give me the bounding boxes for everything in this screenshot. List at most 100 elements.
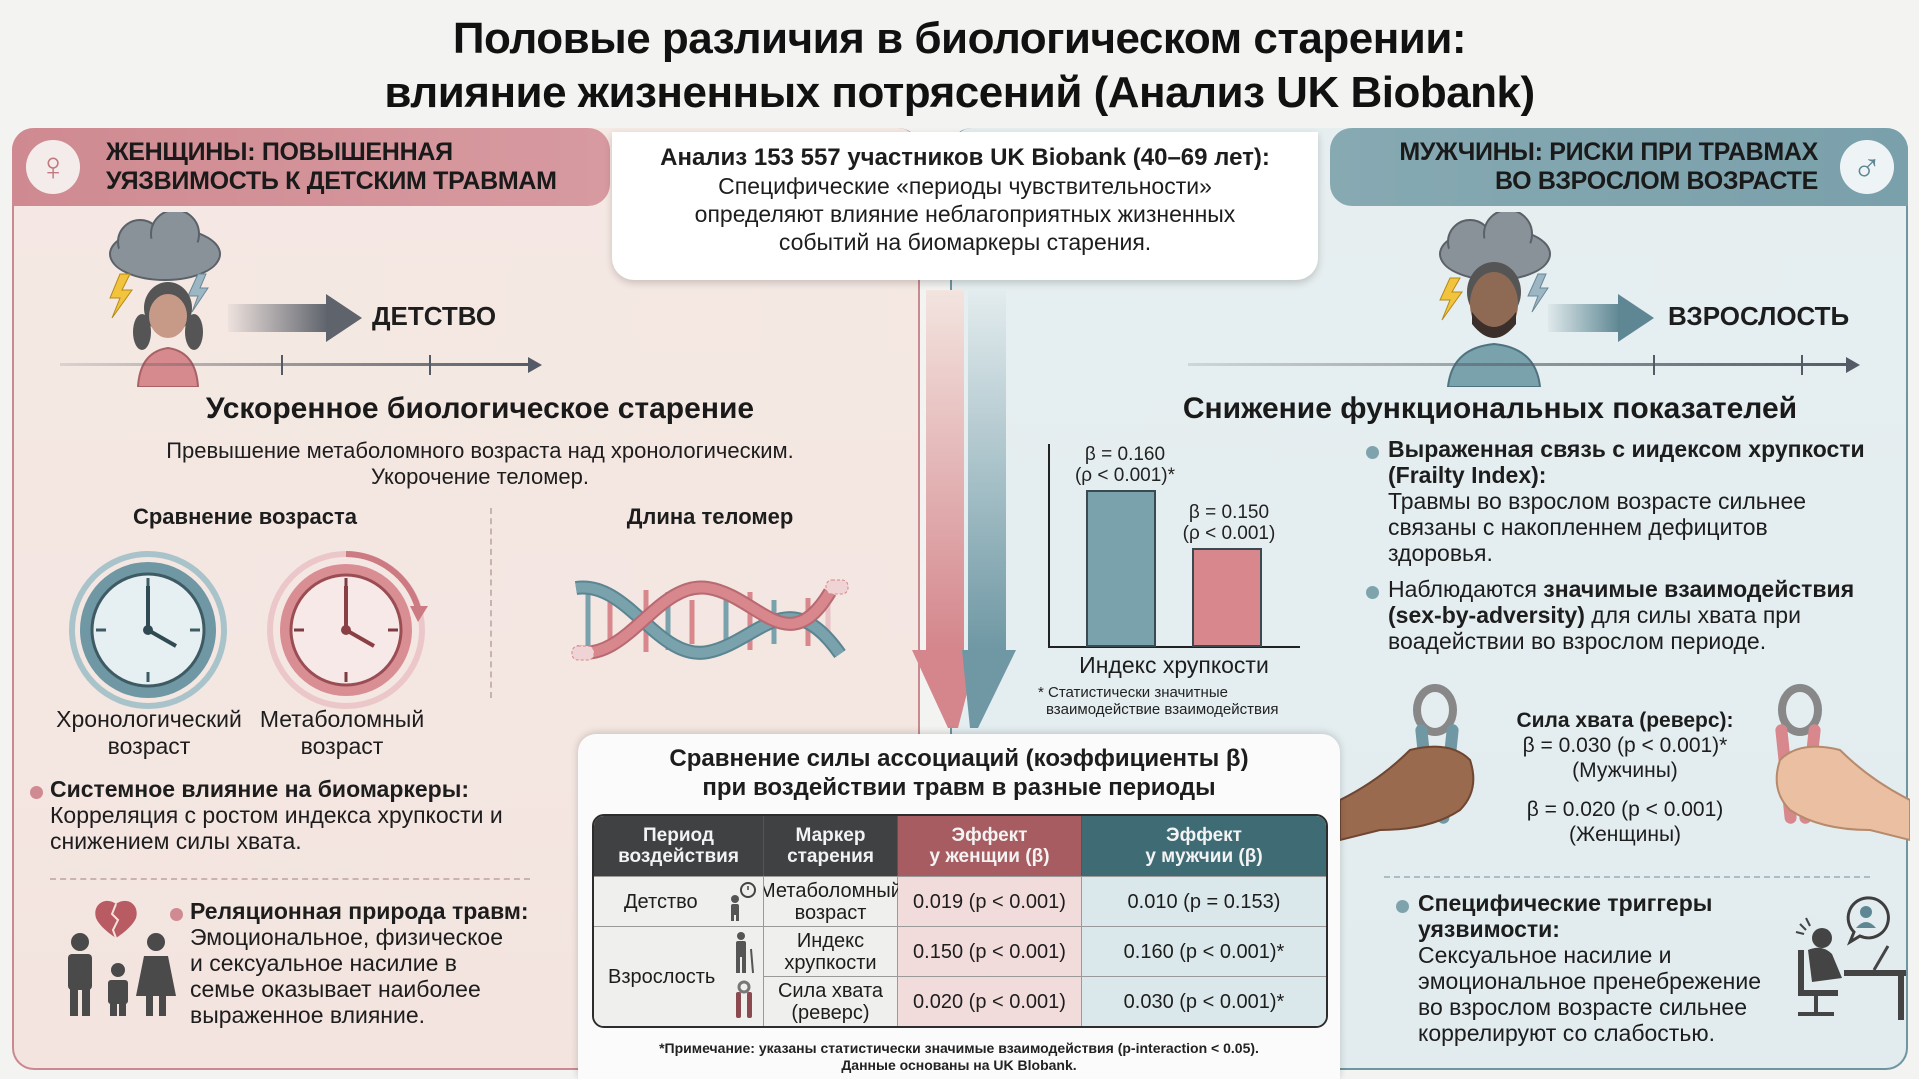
clock2-line-2: возраст [300, 733, 384, 759]
chart-y-axis [1048, 444, 1050, 648]
divider [1384, 876, 1870, 878]
adulthood-label: ВЗРОСЛОСТЬ [1668, 301, 1850, 331]
women-header-line-2: УЯЗВИМОСТЬ К ДЕТСКИМ ТРАВМАМ [106, 167, 557, 195]
table-row-childhood-period: Детство [594, 876, 764, 926]
timeline-tick [1801, 355, 1803, 375]
grip-women-value: β = 0.020 (p < 0.001) [1526, 798, 1724, 821]
chart-note-line-2: взаимодействие взаимодействия [1046, 701, 1279, 718]
telomere-title: Длина теломер [626, 504, 794, 529]
hand-grip-women-icon [1775, 684, 1910, 842]
men-bullet-interactions: Наблюдаются значимые взаимодействия (sex… [1388, 576, 1898, 654]
timeline-tick [281, 355, 283, 375]
table-footnote: *Примечание: указаны статистически значи… [578, 1040, 1340, 1074]
table-row-adulthood-period: Взрослость [594, 926, 764, 1026]
table-row-childhood-marker: Метаболомный возраст [759, 876, 902, 926]
women-timeline [60, 363, 530, 366]
women-header: ♀ ЖЕНЩИНЫ: ПОВЫШЕННАЯ УЯЗВИМОСТЬ К ДЕТСК… [12, 128, 610, 206]
header-period-1: Период [643, 825, 714, 846]
table-title-line-1: Сравнение силы ассоциаций (коэффициенты … [669, 745, 1249, 772]
header-men-1: Эффект [1166, 825, 1242, 846]
table-title: Сравнение силы ассоциаций (коэффициенты … [578, 744, 1340, 802]
header-period: Период воздействия [594, 816, 764, 876]
bullet-dot [1396, 900, 1409, 913]
men-header-line-1: МУЖЧИНЫ: РИСКИ ПРИ ТРАВМАХ [1399, 138, 1818, 166]
table-note-line-2: Данные основаны на UK Blobank. [841, 1057, 1077, 1073]
intro-line-2: определяют влияние неблагоприятных жизне… [694, 201, 1236, 227]
bullet-dot [30, 786, 43, 799]
clock1-line-2: возраст [107, 733, 191, 759]
women-bullet-biomarkers: Системное влияние на биомаркеры: Корреля… [50, 776, 570, 854]
marker-metabolomic-2: возраст [794, 901, 867, 924]
header-men-effect: Эффект у мужчии (β) [1082, 816, 1326, 876]
men-bullet2-bold: значимые взаимодействия [1543, 576, 1855, 602]
men-header-text: МУЖЧИНЫ: РИСКИ ПРИ ТРАВМАХ ВО ВЗРОСЛОМ В… [1399, 138, 1818, 196]
men-bullet1-title-1: Выраженная связь с иидексом хрупкости [1388, 436, 1865, 462]
period-childhood: Детство [624, 890, 698, 913]
metabolomic-age-label: Метаболомный возраст [252, 706, 432, 760]
page-title: Половые различия в биологическом старени… [0, 12, 1919, 120]
title-line-2: влияние жизненных потрясений (Анализ UK … [384, 68, 1535, 117]
chronological-age-label: Хронологический возраст [44, 706, 254, 760]
header-marker: Маркер старения [764, 816, 898, 876]
intro-line-3: событий на биомаркеры старения. [778, 229, 1152, 255]
men-bullet-frailty: Выраженная связь с иидексом хрупкости (F… [1388, 436, 1888, 566]
girl-under-storm-icon [109, 212, 221, 387]
grip-women-label: (Женщины) [1568, 823, 1682, 846]
men-bullet2-bold-2: (sex-by-adversity) [1388, 602, 1585, 628]
childhood-arrow [228, 304, 328, 332]
table-row-grip-marker: Сила хвата (реверс) [764, 976, 898, 1026]
chart-note: * Статистически значитные взаимодействие… [1038, 684, 1338, 718]
men-header: МУЖЧИНЫ: РИСКИ ПРИ ТРАВМАХ ВО ВЗРОСЛОМ В… [1330, 128, 1908, 206]
chronological-clock-icon [69, 551, 227, 709]
women-sub-line-2: Укорочение теломер. [371, 464, 589, 489]
divider [50, 878, 530, 880]
grip-title: Сила хвата (реверс): [1516, 709, 1734, 732]
men-bullet3-line-4: коррелируют со слабостью. [1418, 1020, 1715, 1046]
distressed-person-at-desk-icon [1795, 896, 1906, 1020]
men-bullet2-pre: Наблюдаются [1388, 576, 1544, 602]
men-bullet3-title-1: Специфические триггеры [1418, 890, 1713, 916]
title-line-1: Половые различия в биологическом старени… [452, 14, 1467, 63]
header-women-1: Эффект [951, 825, 1028, 846]
family-broken-heart-icon [68, 900, 176, 1016]
women-header-text: ЖЕНЩИНЫ: ПОВЫШЕННАЯ УЯЗВИМОСТЬ К ДЕТСКИМ… [106, 138, 557, 196]
childhood-arrow-head [326, 294, 362, 342]
timeline-tick [429, 355, 431, 375]
table-row-childhood-women: 0.019 (p < 0.001) [898, 876, 1082, 926]
men-bullet1-line-2: связаны с накопленнем дефицитов [1388, 514, 1768, 540]
grip-men-value: β = 0.030 (p < 0.001)* [1522, 734, 1728, 757]
women-sub-line-1: Превышение метаболомного возраста над хр… [166, 438, 794, 463]
period-adulthood: Взрослость [608, 965, 716, 988]
women-section-sub: Превышение метаболомного возраста над хр… [60, 438, 900, 490]
bar-men-beta: β = 0.160 [1084, 444, 1166, 465]
men-bullet1-line-1: Травмы во взрослом возрасте сильнее [1388, 488, 1807, 514]
marker-grip-1: Сила хвата [777, 979, 884, 1002]
clock2-line-1: Метаболомный [259, 706, 425, 732]
adulthood-arrow-head [1618, 294, 1654, 342]
table-row-grip-women: 0.020 (p < 0.001) [898, 976, 1082, 1026]
header-women-effect: Эффект у женщии (β) [898, 816, 1082, 876]
women-bullet1-line-2: снижением силы хвата. [50, 828, 302, 854]
men-section-title: Снижение функциональных показателей [1182, 392, 1798, 425]
timeline-tick [1653, 355, 1655, 375]
marker-metabolomic-1: Метаболомный [759, 879, 902, 902]
header-women-2: у женщии (β) [929, 846, 1050, 867]
metabolomic-clock-icon [267, 551, 428, 709]
female-symbol-icon: ♀ [26, 140, 80, 194]
table-row-childhood-men: 0.010 (p = 0.153) [1082, 876, 1326, 926]
chart-x-axis [1048, 646, 1300, 648]
women-bullet2-line-1: Эмоциональное, физическое [190, 924, 503, 950]
men-timeline-arrowhead [1846, 357, 1860, 373]
grip-strength-stats: Сила хвата (реверс): β = 0.030 (p < 0.00… [1500, 708, 1750, 847]
header-period-2: воздействия [618, 846, 739, 867]
center-down-arrows [912, 290, 1016, 728]
men-bullet1-line-3: здоровья. [1388, 540, 1493, 566]
intro-lead: Анализ 153 557 участников UK Biobank (40… [660, 144, 1270, 171]
intro-box: Анализ 153 557 участников UK Biobank (40… [612, 132, 1318, 280]
women-section-title: Ускоренное биологическое старение [205, 392, 755, 425]
men-bullet3-line-1: Сексуальное насилие и [1418, 942, 1672, 968]
header-marker-1: Маркер старения [787, 825, 874, 867]
grip-men-label: (Мужчины) [1572, 759, 1678, 782]
women-bullet2-line-3: семье оказывает наиболее [190, 976, 481, 1002]
adulthood-arrow [1548, 304, 1620, 332]
